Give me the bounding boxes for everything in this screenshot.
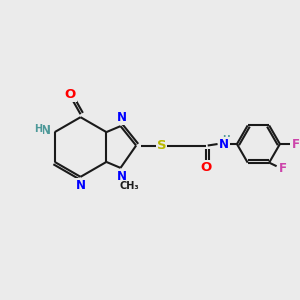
Text: O: O — [201, 161, 212, 174]
Text: H: H — [34, 124, 42, 134]
Text: O: O — [64, 88, 76, 101]
Text: N: N — [117, 111, 127, 124]
Text: H: H — [222, 135, 230, 144]
Text: N: N — [117, 170, 127, 183]
Text: CH₃: CH₃ — [120, 182, 139, 191]
Text: F: F — [279, 162, 286, 175]
Text: N: N — [219, 137, 229, 151]
Text: N: N — [41, 124, 51, 137]
Text: S: S — [157, 139, 166, 152]
Text: N: N — [76, 179, 85, 192]
Text: F: F — [292, 137, 300, 151]
